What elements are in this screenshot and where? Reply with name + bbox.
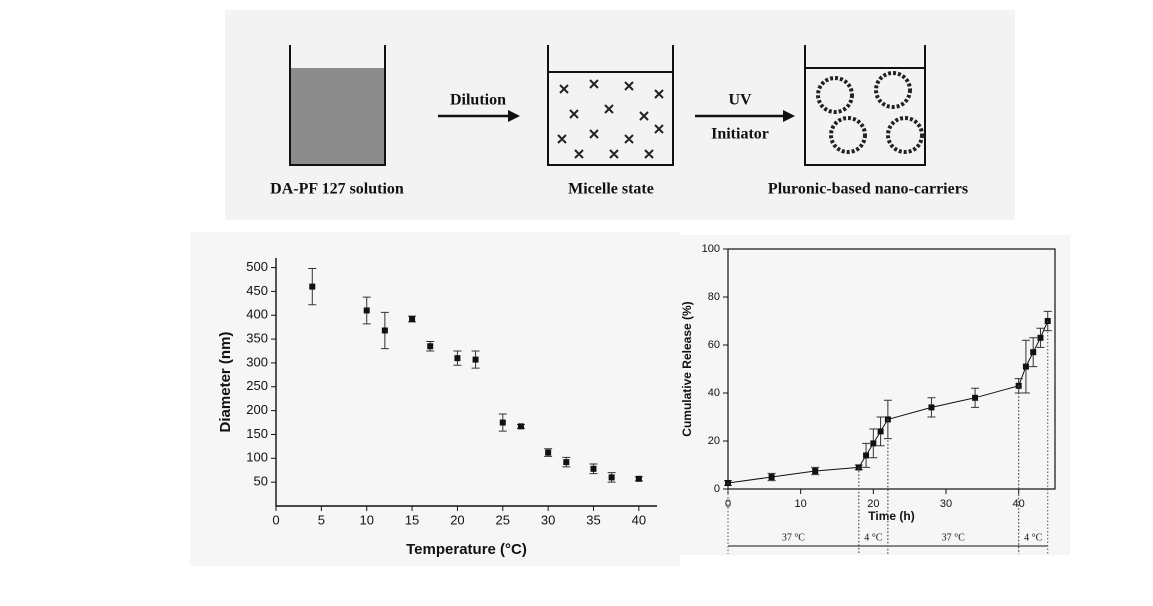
x-tick-label: 30 xyxy=(541,512,555,527)
phase-label: 4 °C xyxy=(864,532,882,543)
stage-label: DA-PF 127 solution xyxy=(270,181,404,198)
data-point xyxy=(309,283,316,290)
data-point xyxy=(590,465,597,472)
data-point xyxy=(1037,334,1044,341)
y-tick-label: 450 xyxy=(246,283,268,298)
y-tick-label: 500 xyxy=(246,259,268,274)
x-tick-label: 40 xyxy=(1013,498,1025,510)
data-point xyxy=(499,419,506,426)
data-point xyxy=(472,356,479,363)
data-point xyxy=(517,423,524,430)
y-tick-label: 50 xyxy=(254,474,268,489)
y-tick-label: 20 xyxy=(708,435,720,447)
data-point xyxy=(812,468,819,474)
phase-label: 37 °C xyxy=(942,532,965,543)
data-point xyxy=(1030,349,1037,356)
stage-label: Micelle state xyxy=(568,181,654,198)
beaker xyxy=(547,45,674,166)
axis-frame xyxy=(727,248,1056,490)
x-tick-label: 10 xyxy=(795,498,807,510)
x-tick-label: 25 xyxy=(496,512,510,527)
x-tick-label: 20 xyxy=(867,498,879,510)
arrow-label: UV xyxy=(728,92,752,109)
solution xyxy=(291,68,384,165)
data-point xyxy=(1022,363,1029,370)
data-point xyxy=(409,316,416,323)
data-point xyxy=(768,474,775,480)
beaker xyxy=(804,45,926,166)
data-point xyxy=(363,307,370,314)
data-point xyxy=(972,394,979,401)
y-axis-label: Diameter (nm) xyxy=(217,332,234,433)
y-tick-label: 400 xyxy=(246,307,268,322)
y-tick-label: 350 xyxy=(246,331,268,346)
data-point xyxy=(563,459,570,466)
beaker xyxy=(289,45,386,166)
data-point xyxy=(545,449,552,456)
x-tick-label: 0 xyxy=(725,498,731,510)
x-tick-label: 35 xyxy=(586,512,600,527)
x-axis-label: Time (h) xyxy=(868,509,914,523)
y-axis-label: Cumulative Release (%) xyxy=(680,301,694,436)
data-point xyxy=(928,404,935,411)
y-tick-label: 0 xyxy=(714,483,720,495)
x-tick-label: 5 xyxy=(318,512,325,527)
y-tick-label: 300 xyxy=(246,354,268,369)
chart-panel xyxy=(675,235,1070,555)
y-tick-label: 150 xyxy=(246,426,268,441)
micelles xyxy=(557,79,664,159)
arrow-head xyxy=(783,110,795,122)
y-tick-label: 100 xyxy=(246,450,268,465)
x-tick-label: 10 xyxy=(359,512,373,527)
x-axis-label: Temperature (°C) xyxy=(406,541,527,558)
data-point xyxy=(877,428,884,435)
data-point xyxy=(381,327,388,334)
x-tick-label: 40 xyxy=(632,512,646,527)
arrow-label: Initiator xyxy=(711,126,769,143)
data-point xyxy=(427,343,434,350)
arrow-label: Dilution xyxy=(450,92,506,109)
y-tick-label: 100 xyxy=(702,243,720,255)
data-point xyxy=(870,440,877,447)
arrow-head xyxy=(508,110,520,122)
data-point xyxy=(863,452,870,459)
nano-carriers xyxy=(816,71,924,154)
data-point xyxy=(454,355,461,362)
y-tick-label: 60 xyxy=(708,339,720,351)
x-tick-label: 20 xyxy=(450,512,464,527)
x-tick-label: 0 xyxy=(272,512,279,527)
y-tick-label: 250 xyxy=(246,378,268,393)
phase-label: 4 °C xyxy=(1024,532,1042,543)
chart-panel xyxy=(190,232,680,566)
data-point xyxy=(635,475,642,482)
phase-label: 37 °C xyxy=(782,532,805,543)
y-tick-label: 40 xyxy=(708,387,720,399)
stage-label: Pluronic-based nano-carriers xyxy=(768,181,968,198)
y-tick-label: 80 xyxy=(708,291,720,303)
y-tick-label: 200 xyxy=(246,402,268,417)
x-tick-label: 30 xyxy=(940,498,952,510)
data-point xyxy=(608,474,615,481)
x-tick-label: 15 xyxy=(405,512,419,527)
